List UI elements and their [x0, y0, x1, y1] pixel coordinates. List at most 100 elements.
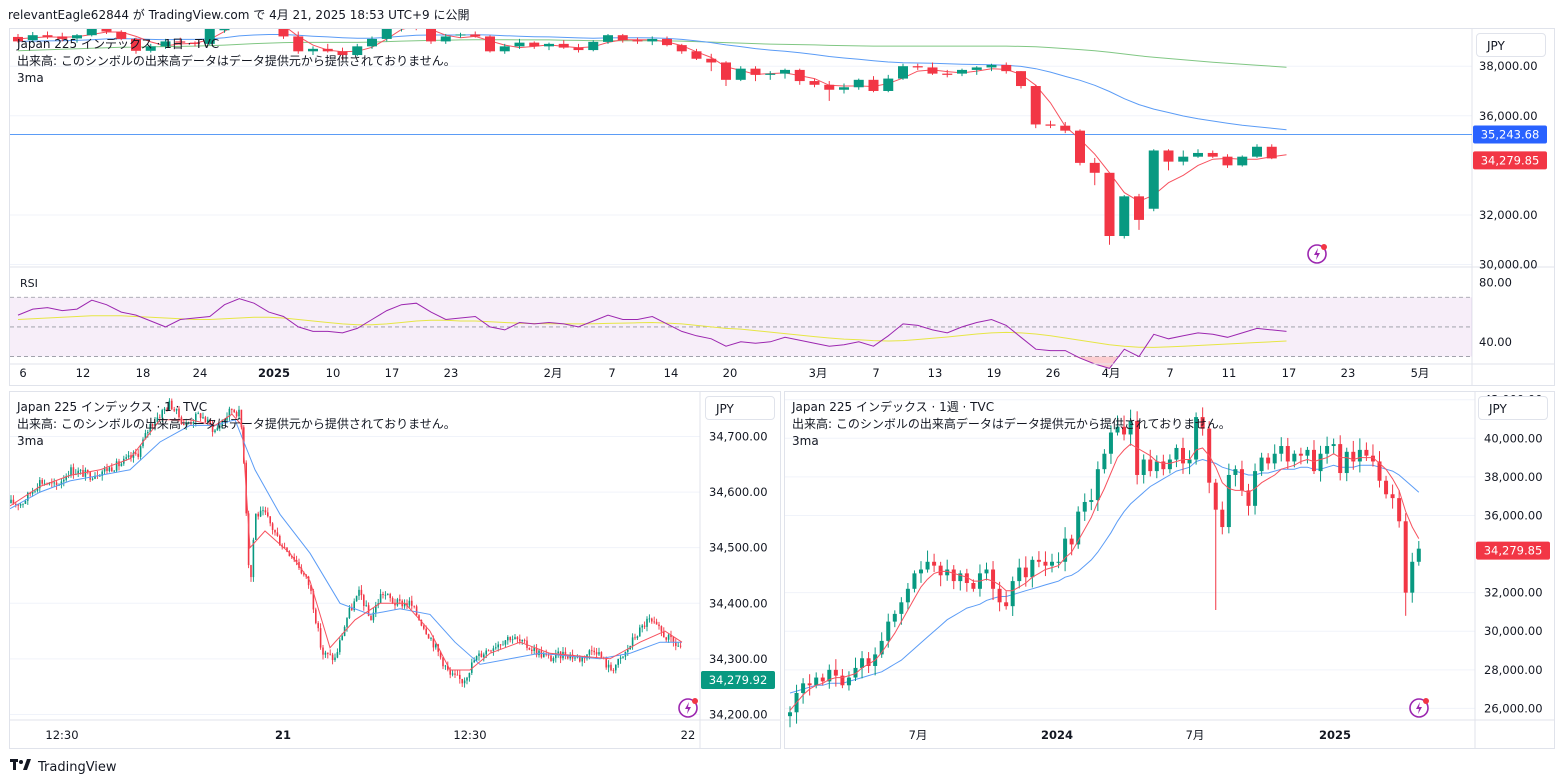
last-price-tag: 34,279.85 [1484, 544, 1543, 558]
candle-body [899, 602, 904, 614]
volume-note: 出来高: このシンボルの出来高データはデータ提供元から提供されておりません。 [792, 417, 1231, 431]
candle-body [132, 452, 135, 458]
candle-body [1403, 521, 1408, 593]
candle-body [1148, 459, 1153, 472]
candle-body [39, 480, 41, 489]
candle-body [1056, 561, 1061, 563]
weekly-chart-panel[interactable]: Japan 225 インデックス · 1週 · TVC 出来高: このシンボルの… [784, 391, 1555, 749]
candle-body [801, 683, 806, 693]
candle-body [607, 664, 610, 668]
candle-body [144, 433, 147, 440]
candle-body [389, 594, 391, 599]
candle-body [507, 637, 509, 641]
candle-body [425, 628, 427, 635]
candle-body [750, 68, 761, 75]
candle-body [495, 647, 497, 649]
ma-mid-line [10, 419, 682, 665]
price-axis-label: 34,700.00 [709, 429, 768, 443]
time-axis-label: 3月 [809, 366, 828, 380]
candle-body [1222, 156, 1233, 166]
candle-body [219, 29, 230, 31]
candle-body [17, 504, 19, 506]
time-axis-label: 23 [1341, 366, 1356, 380]
time-axis-label: 12:30 [45, 728, 78, 742]
candle-body [216, 427, 219, 431]
candle-body [573, 47, 584, 51]
currency-button[interactable]: JPY [705, 396, 775, 420]
candle-body [820, 677, 825, 682]
candle-body [595, 652, 598, 655]
candle-body [22, 503, 24, 505]
currency-button[interactable]: JPY [1478, 396, 1548, 420]
time-axis-label: 12:30 [453, 728, 486, 742]
candle-body [175, 41, 186, 43]
daily-chart-panel[interactable]: Japan 225 インデックス · 1日 · TVC 出来高: このシンボルの… [9, 28, 1555, 386]
candle-body [672, 637, 675, 642]
candle-body [833, 669, 838, 676]
time-axis-label: 5月 [1411, 366, 1430, 380]
candle-body [533, 648, 535, 651]
time-axis-label: 6 [19, 366, 26, 380]
candle-body [631, 637, 634, 646]
footer-brand[interactable]: TradingView [38, 759, 117, 775]
tradingview-logo-icon[interactable] [10, 759, 32, 775]
minute-chart-panel[interactable]: Japan 225 インデックス · 1 · TVC 出来高: このシンボルの出… [9, 391, 781, 749]
candle-body [31, 491, 34, 494]
candle-body [1351, 451, 1356, 462]
candle-body [591, 650, 593, 652]
candle-body [662, 38, 672, 46]
candle-body [240, 409, 243, 428]
candle-body [497, 644, 499, 648]
candle-body [286, 547, 288, 552]
candle-body [660, 626, 663, 632]
candle-body [868, 79, 879, 91]
price-axis-label: 28,000.00 [1484, 663, 1543, 677]
candle-body [94, 475, 96, 479]
candle-body [1075, 130, 1085, 163]
candle-body [160, 41, 171, 47]
daily-chart-canvas[interactable]: 38,000.00 36,000.00 32,000.00 30,000.00 35,2… [10, 29, 1554, 385]
candle-body [514, 42, 525, 47]
chart-title: Japan 225 インデックス · 1 · TVC [17, 400, 208, 414]
candle-body [514, 637, 516, 640]
candle-body [370, 615, 372, 621]
candle-body [300, 567, 303, 574]
time-axis-label: 11 [1222, 366, 1237, 380]
minute-chart-canvas[interactable]: 34,700.00 34,600.00 34,500.00 34,400.00 34,3… [10, 392, 780, 748]
candle-body [456, 674, 459, 676]
weekly-chart-canvas[interactable]: 42,000.0040,000.0038,000.0036,000.0032,0… [785, 392, 1554, 748]
candle-body [470, 34, 481, 37]
candle-body [187, 422, 190, 424]
candle-body [691, 51, 702, 59]
candle-body [223, 419, 226, 422]
rsi-axis-label: 40.00 [1479, 335, 1512, 349]
candle-body [1298, 453, 1303, 456]
candle-body [1119, 196, 1130, 237]
candle-body [65, 476, 67, 480]
candle-body [252, 539, 255, 578]
price-axis-label: 34,600.00 [709, 485, 768, 499]
candle-body [957, 69, 967, 74]
currency-button[interactable]: JPY [1476, 33, 1546, 57]
candle-body [1213, 482, 1218, 510]
candle-body [984, 569, 989, 574]
candle-body [610, 664, 612, 671]
candle-body [986, 64, 997, 68]
candle-body [648, 618, 651, 620]
candle-body [103, 468, 106, 472]
candle-body [1122, 426, 1127, 435]
candle-body [147, 432, 149, 434]
candle-body [336, 652, 339, 658]
candle-body [647, 38, 658, 42]
currency-label: JPY [1487, 39, 1505, 53]
candle-body [892, 613, 897, 622]
candle-body [547, 654, 550, 656]
candle-body [636, 636, 639, 639]
candle-body [516, 637, 519, 640]
indicator-label: 3ma [17, 71, 44, 85]
candle-body [1104, 172, 1115, 237]
candle-body [1108, 432, 1113, 454]
candle-body [13, 36, 23, 42]
candle-body [86, 29, 97, 36]
candle-body [1226, 474, 1231, 528]
